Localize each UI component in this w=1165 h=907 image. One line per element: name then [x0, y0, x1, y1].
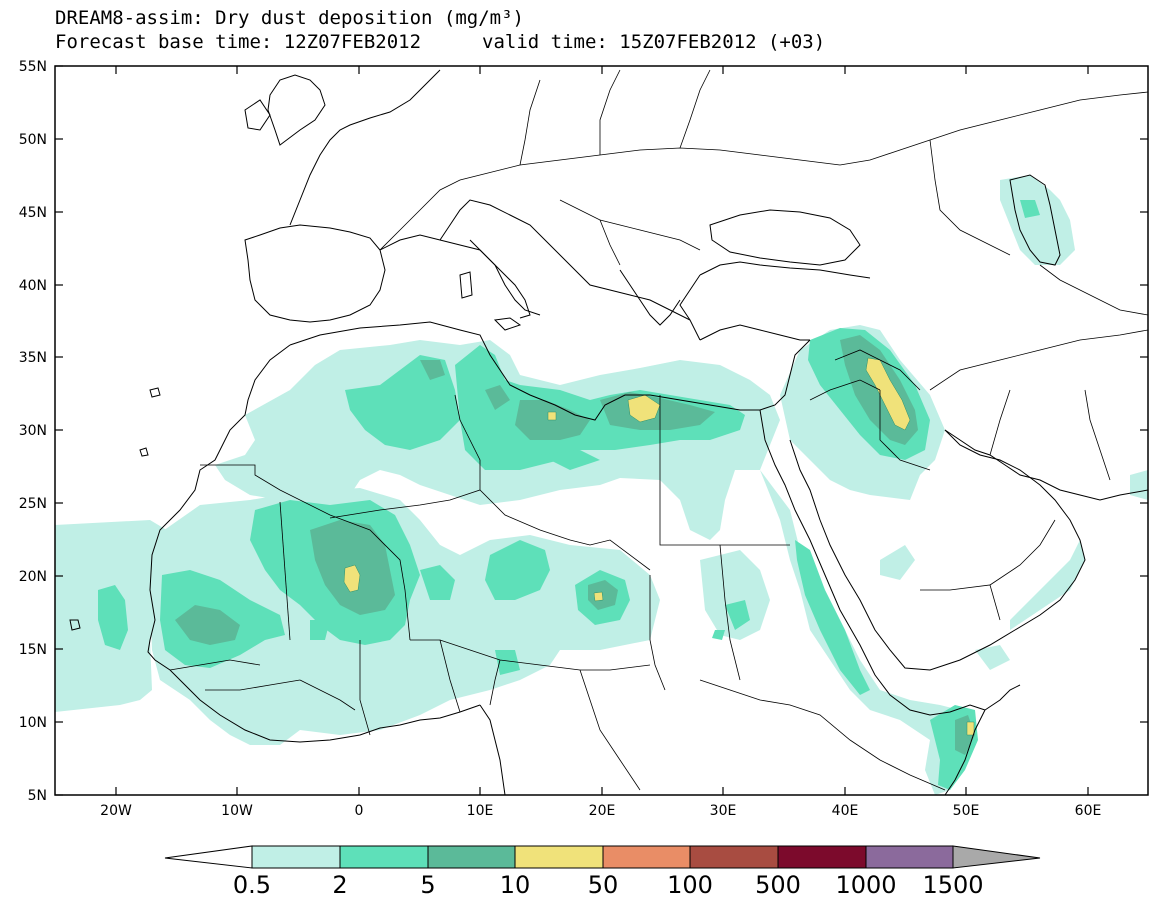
- latitude-labels: 55N 50N 45N 40N 35N 30N 25N 20N 15N 10N …: [19, 59, 47, 804]
- lat-label: 55N: [19, 59, 47, 75]
- valid-time: valid time: 15Z07FEB2012 (+03): [482, 31, 826, 53]
- colorbar-label: 500: [755, 871, 801, 899]
- lon-label: 20E: [589, 803, 616, 819]
- lat-label: 35N: [19, 350, 47, 366]
- dust-level-0.5: [55, 175, 1148, 795]
- colorbar-label: 1500: [922, 871, 983, 899]
- colorbar-under-triangle: [164, 845, 253, 869]
- colorbar-label: 10: [500, 871, 531, 899]
- lon-label: 10W: [221, 803, 253, 819]
- lon-label: 40E: [832, 803, 859, 819]
- lon-label: 50E: [953, 803, 980, 819]
- colorbar-label: 100: [667, 871, 713, 899]
- colorbar-over-triangle: [952, 845, 1041, 869]
- map-title: DREAM8-assim: Dry dust deposition (mg/m³…: [55, 7, 524, 29]
- colorbar-box: [689, 845, 779, 869]
- lat-label: 30N: [19, 423, 47, 439]
- country-borders: [169, 69, 1148, 791]
- colorbar-box: [602, 845, 691, 869]
- lat-label: 15N: [19, 642, 47, 658]
- lat-label: 45N: [19, 205, 47, 221]
- lat-label: 10N: [19, 715, 47, 731]
- lat-label: 25N: [19, 496, 47, 512]
- dust-field: [55, 175, 1148, 795]
- colorbar-labels: 0.5 2 5 10 50 100 500 1000 1500: [233, 871, 984, 899]
- colorbar-box: [865, 845, 954, 869]
- lat-label: 20N: [19, 569, 47, 585]
- colorbar-label: 50: [588, 871, 619, 899]
- colorbar-label: 5: [420, 871, 435, 899]
- colorbar-label: 0.5: [233, 871, 271, 899]
- lon-label: 10E: [467, 803, 494, 819]
- lon-label: 60E: [1075, 803, 1102, 819]
- dust-level-10: [343, 357, 975, 736]
- lon-label: 20W: [100, 803, 132, 819]
- axis-ticks: [55, 65, 1148, 796]
- colorbar-label: 1000: [835, 871, 896, 899]
- colorbar-label: 2: [332, 871, 347, 899]
- colorbar-box: [339, 845, 429, 869]
- colorbar-box: [427, 845, 516, 869]
- lat-label: 5N: [28, 788, 47, 804]
- colorbar-box: [514, 845, 604, 869]
- coastlines: [69, 69, 1148, 795]
- colorbar: [164, 845, 1041, 869]
- colorbar-box: [251, 845, 341, 869]
- forecast-base-time: Forecast base time: 12Z07FEB2012: [55, 31, 422, 53]
- lat-label: 50N: [19, 132, 47, 148]
- colorbar-box: [777, 845, 867, 869]
- lon-label: 30E: [710, 803, 737, 819]
- lon-label: 0: [355, 803, 364, 819]
- lat-label: 40N: [19, 278, 47, 294]
- longitude-labels: 20W 10W 0 10E 20E 30E 40E 50E 60E: [100, 803, 1101, 819]
